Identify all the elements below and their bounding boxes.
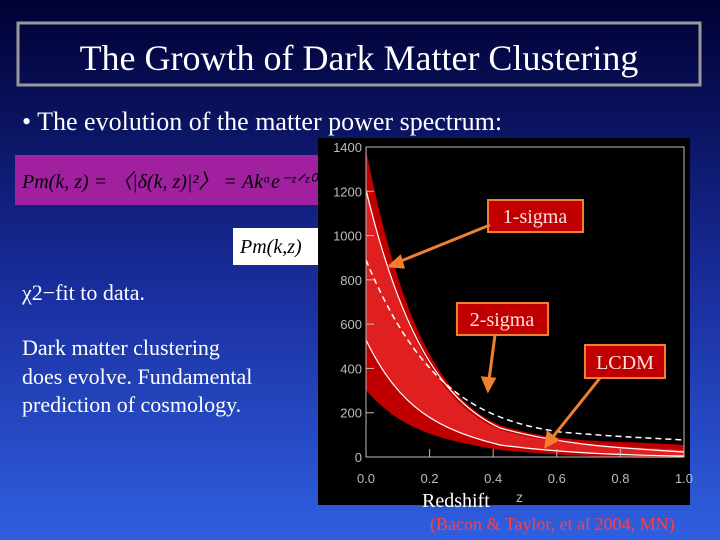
arrowhead (544, 430, 560, 449)
x-tick-label: 0.2 (421, 471, 439, 486)
plot (365, 146, 685, 458)
conclusion: prediction of cosmology. (22, 392, 241, 417)
y-tick-label: 400 (340, 361, 362, 376)
y-tick-label: 0 (355, 450, 362, 465)
y-tick-label: 800 (340, 273, 362, 288)
pm-label: Pm(k,z) (239, 236, 302, 258)
callout: 1-sigma (503, 206, 568, 228)
callout: LCDM (596, 352, 654, 374)
conclusion: does evolve. Fundamental (22, 364, 252, 389)
x-tick-label: 0.8 (611, 471, 629, 486)
callout: 2-sigma (470, 309, 535, 331)
conclusion: Dark matter clustering (22, 335, 220, 360)
title-box (16, 21, 702, 87)
arrow (550, 377, 602, 439)
x-tick-label: 0.4 (484, 471, 502, 486)
y-tick-label: 1400 (333, 140, 362, 155)
y-tick-label: 200 (340, 406, 362, 421)
callout-box (456, 302, 549, 336)
one-sigma-band (366, 185, 684, 456)
two-sigma-band (366, 150, 684, 458)
pm-box (233, 228, 318, 265)
formula-box (15, 155, 318, 205)
fit-text: χ2−fit to data. (21, 280, 145, 305)
x-tick-label: 0.6 (548, 471, 566, 486)
lcdm-curve (365, 259, 685, 441)
x-tick-label: 1.0 (675, 471, 693, 486)
arrowhead (386, 254, 406, 269)
x-axis-symbol: z (516, 489, 523, 505)
plot-frame (365, 146, 685, 458)
y-tick-label: 600 (340, 317, 362, 332)
y-tick-label: 1000 (333, 229, 362, 244)
arrowhead (480, 376, 497, 394)
callout-box (487, 199, 584, 233)
citation: (Bacon & Taylor, et al 2004, MN) (430, 514, 675, 535)
x-tick-label: 0.0 (357, 471, 375, 486)
callout-box (584, 344, 666, 379)
formula: Pm(k, z) = 〈|δ(k, z)|²〉 = Akᵅe⁻ᶻᐟᶻ⁰ (21, 171, 320, 193)
title: The Growth of Dark Matter Clustering (80, 38, 639, 78)
y-tick-label: 1200 (333, 184, 362, 199)
arrow (395, 223, 491, 265)
band-edge (365, 189, 685, 453)
arrow (487, 334, 497, 381)
arrows (386, 223, 602, 449)
bullet: • The evolution of the matter power spec… (22, 107, 502, 136)
band-edge (365, 339, 685, 457)
x-axis-label: Redshift (422, 490, 490, 512)
